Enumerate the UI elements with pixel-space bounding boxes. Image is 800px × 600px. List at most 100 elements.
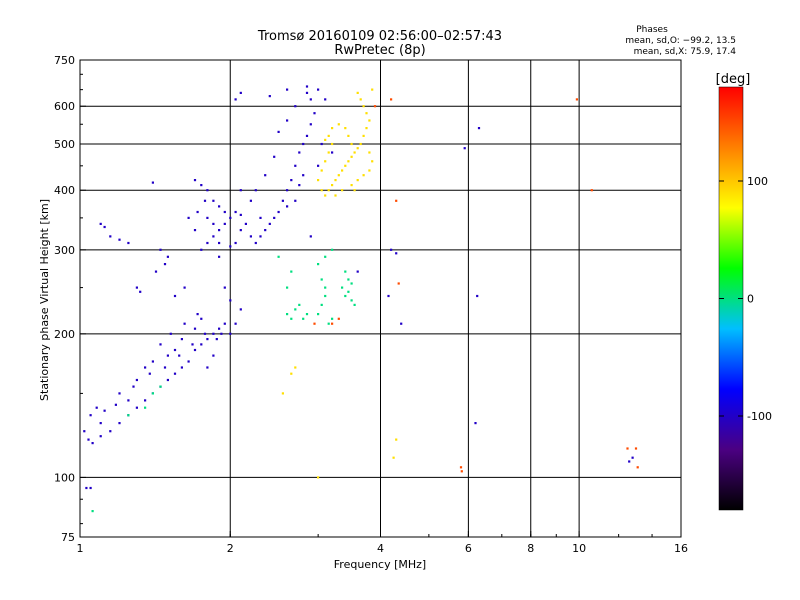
data-point xyxy=(151,360,154,363)
data-point xyxy=(294,164,297,167)
data-point xyxy=(331,184,334,187)
data-point xyxy=(331,248,334,251)
data-point xyxy=(89,414,92,417)
data-point xyxy=(347,278,350,281)
data-point xyxy=(218,229,221,232)
data-point xyxy=(327,151,330,154)
data-point xyxy=(212,235,215,238)
data-point xyxy=(344,294,347,298)
data-point xyxy=(212,199,215,202)
data-point xyxy=(628,460,631,463)
data-point xyxy=(259,235,262,238)
data-point xyxy=(148,372,151,375)
data-point xyxy=(163,366,167,369)
data-point xyxy=(294,199,297,202)
data-point xyxy=(135,406,138,409)
data-point xyxy=(187,360,190,363)
data-point xyxy=(118,392,121,395)
data-point xyxy=(373,105,377,108)
data-point xyxy=(302,317,305,320)
data-point xyxy=(350,299,353,302)
data-point xyxy=(234,322,237,325)
data-point xyxy=(109,235,112,238)
data-point xyxy=(173,294,177,298)
data-points xyxy=(83,85,639,513)
data-point xyxy=(347,134,350,137)
data-point xyxy=(298,151,301,154)
chart-title: Tromsø 20160109 02:56:00–02:57:43 xyxy=(257,29,502,44)
data-point xyxy=(103,225,106,229)
data-point xyxy=(324,255,327,258)
data-point xyxy=(344,270,347,273)
data-point xyxy=(636,466,639,469)
data-point xyxy=(203,332,207,335)
data-point xyxy=(109,430,112,433)
data-point xyxy=(320,278,323,281)
grid-lines xyxy=(79,60,681,537)
data-point xyxy=(324,138,327,141)
colorbar-tick-label: 100 xyxy=(747,175,768,188)
data-point xyxy=(331,322,334,325)
data-point xyxy=(99,435,102,438)
y-tick-label: 200 xyxy=(54,328,75,341)
data-point xyxy=(320,189,323,192)
data-point xyxy=(400,322,403,325)
data-point xyxy=(320,169,323,172)
data-point xyxy=(139,290,142,293)
data-point xyxy=(159,343,162,346)
data-point xyxy=(223,210,226,214)
data-point xyxy=(298,184,301,187)
y-axis-label: Stationary phase Virtual Height [km] xyxy=(38,199,51,401)
data-point xyxy=(341,286,344,289)
data-point xyxy=(273,216,276,219)
data-point xyxy=(294,105,297,108)
data-point xyxy=(305,313,309,316)
data-point xyxy=(99,222,102,225)
data-point xyxy=(180,366,183,369)
data-point xyxy=(290,317,293,320)
data-point xyxy=(212,222,215,225)
data-point xyxy=(91,442,94,445)
data-point xyxy=(127,399,130,402)
data-point xyxy=(290,270,293,273)
y-tick-label: 600 xyxy=(54,100,75,113)
data-point xyxy=(229,216,232,219)
colorbar-ticks: 100 0 -100 xyxy=(719,175,772,423)
data-point xyxy=(264,174,267,177)
data-point xyxy=(477,127,481,130)
data-point xyxy=(193,348,197,352)
data-point xyxy=(286,189,289,192)
data-point xyxy=(239,229,242,232)
data-point xyxy=(159,385,162,388)
data-point xyxy=(460,470,463,473)
y-tick-label: 400 xyxy=(54,184,75,197)
data-point xyxy=(327,189,330,192)
data-point xyxy=(118,238,121,241)
data-point xyxy=(350,142,353,146)
data-point xyxy=(87,438,90,441)
data-point xyxy=(395,199,398,202)
data-point xyxy=(631,456,634,459)
data-point xyxy=(350,184,353,187)
data-point xyxy=(89,486,92,490)
data-point xyxy=(229,299,232,302)
data-point xyxy=(286,313,289,316)
data-point xyxy=(218,205,221,208)
data-point xyxy=(200,343,203,346)
data-point xyxy=(169,332,172,335)
data-point xyxy=(151,181,154,184)
data-point xyxy=(302,174,305,177)
data-point xyxy=(350,155,353,158)
data-point xyxy=(317,313,320,316)
data-point xyxy=(264,229,267,232)
data-point xyxy=(359,98,362,101)
data-point xyxy=(229,245,232,248)
data-point xyxy=(309,98,312,101)
data-point xyxy=(239,308,242,311)
data-point xyxy=(305,85,309,88)
data-point xyxy=(95,406,98,409)
data-point xyxy=(341,169,344,172)
data-point xyxy=(99,422,102,425)
data-point xyxy=(353,151,356,154)
data-point xyxy=(135,378,138,382)
